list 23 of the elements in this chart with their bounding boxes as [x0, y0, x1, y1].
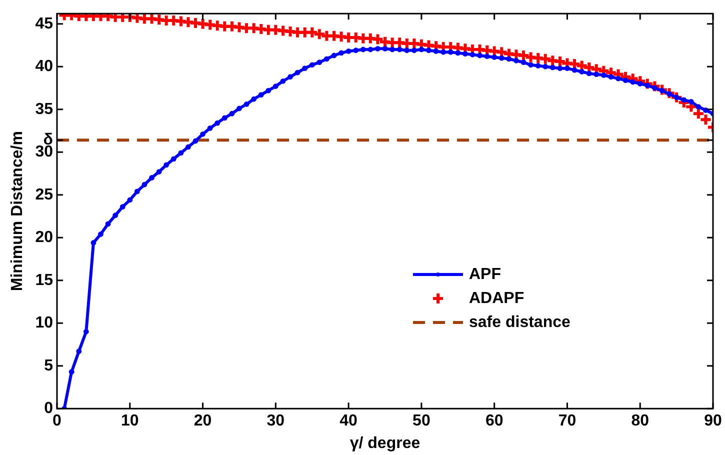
x-tick-label: 90: [704, 412, 722, 430]
x-tick-label: 20: [194, 412, 212, 430]
x-tick-label: 50: [412, 412, 430, 430]
x-tick-label: 40: [340, 412, 358, 430]
y-tick-label: 5: [44, 357, 54, 374]
x-tick-label: 10: [120, 412, 139, 430]
legend-label: safe distance: [469, 314, 570, 331]
y-tick-label: 15: [35, 272, 54, 289]
legend-label: ADAPF: [469, 290, 524, 307]
y-tick-label: 0: [44, 400, 54, 418]
y-tick-label: 10: [35, 314, 54, 332]
y-tick-label: 40: [35, 58, 54, 76]
x-tick-label: 80: [631, 412, 650, 430]
legend-label: APF: [469, 266, 502, 283]
y-tick-label: 35: [35, 100, 54, 118]
y-axis-title: Minimum Distance/m: [9, 131, 26, 292]
x-tick-label: 30: [266, 412, 285, 430]
y-tick-label: 45: [35, 15, 54, 32]
y-tick-label: 20: [35, 229, 54, 246]
x-tick-label: 70: [558, 412, 576, 430]
x-axis-title: γ/ degree: [350, 434, 420, 452]
x-tick-label: 60: [485, 412, 504, 430]
y-tick-label: 25: [35, 186, 54, 204]
